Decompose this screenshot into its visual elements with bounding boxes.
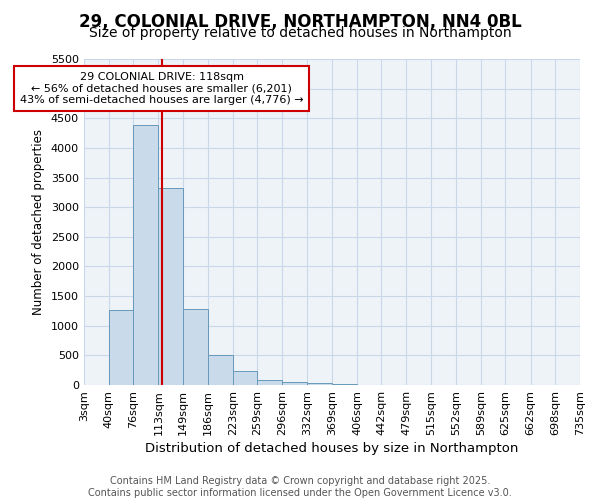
Bar <box>257 380 283 385</box>
Bar <box>332 384 357 385</box>
Text: 29 COLONIAL DRIVE: 118sqm
← 56% of detached houses are smaller (6,201)
43% of se: 29 COLONIAL DRIVE: 118sqm ← 56% of detac… <box>20 72 304 105</box>
Bar <box>183 308 208 385</box>
Y-axis label: Number of detached properties: Number of detached properties <box>32 129 45 315</box>
Text: Size of property relative to detached houses in Northampton: Size of property relative to detached ho… <box>89 26 511 40</box>
Bar <box>133 126 158 385</box>
Bar <box>283 382 307 385</box>
Bar <box>233 372 257 385</box>
Bar <box>307 384 332 385</box>
Text: Contains HM Land Registry data © Crown copyright and database right 2025.
Contai: Contains HM Land Registry data © Crown c… <box>88 476 512 498</box>
Bar <box>158 188 183 385</box>
Text: 29, COLONIAL DRIVE, NORTHAMPTON, NN4 0BL: 29, COLONIAL DRIVE, NORTHAMPTON, NN4 0BL <box>79 12 521 30</box>
Bar <box>109 310 133 385</box>
X-axis label: Distribution of detached houses by size in Northampton: Distribution of detached houses by size … <box>145 442 518 455</box>
Bar <box>208 356 233 385</box>
